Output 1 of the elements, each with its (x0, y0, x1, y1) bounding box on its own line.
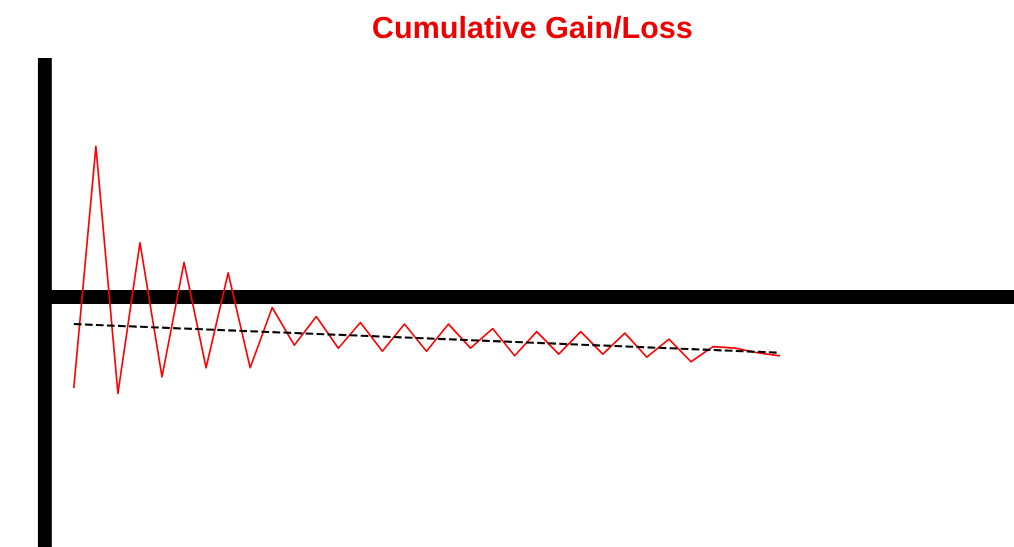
chart-title: Cumulative Gain/Loss (373, 15, 692, 39)
